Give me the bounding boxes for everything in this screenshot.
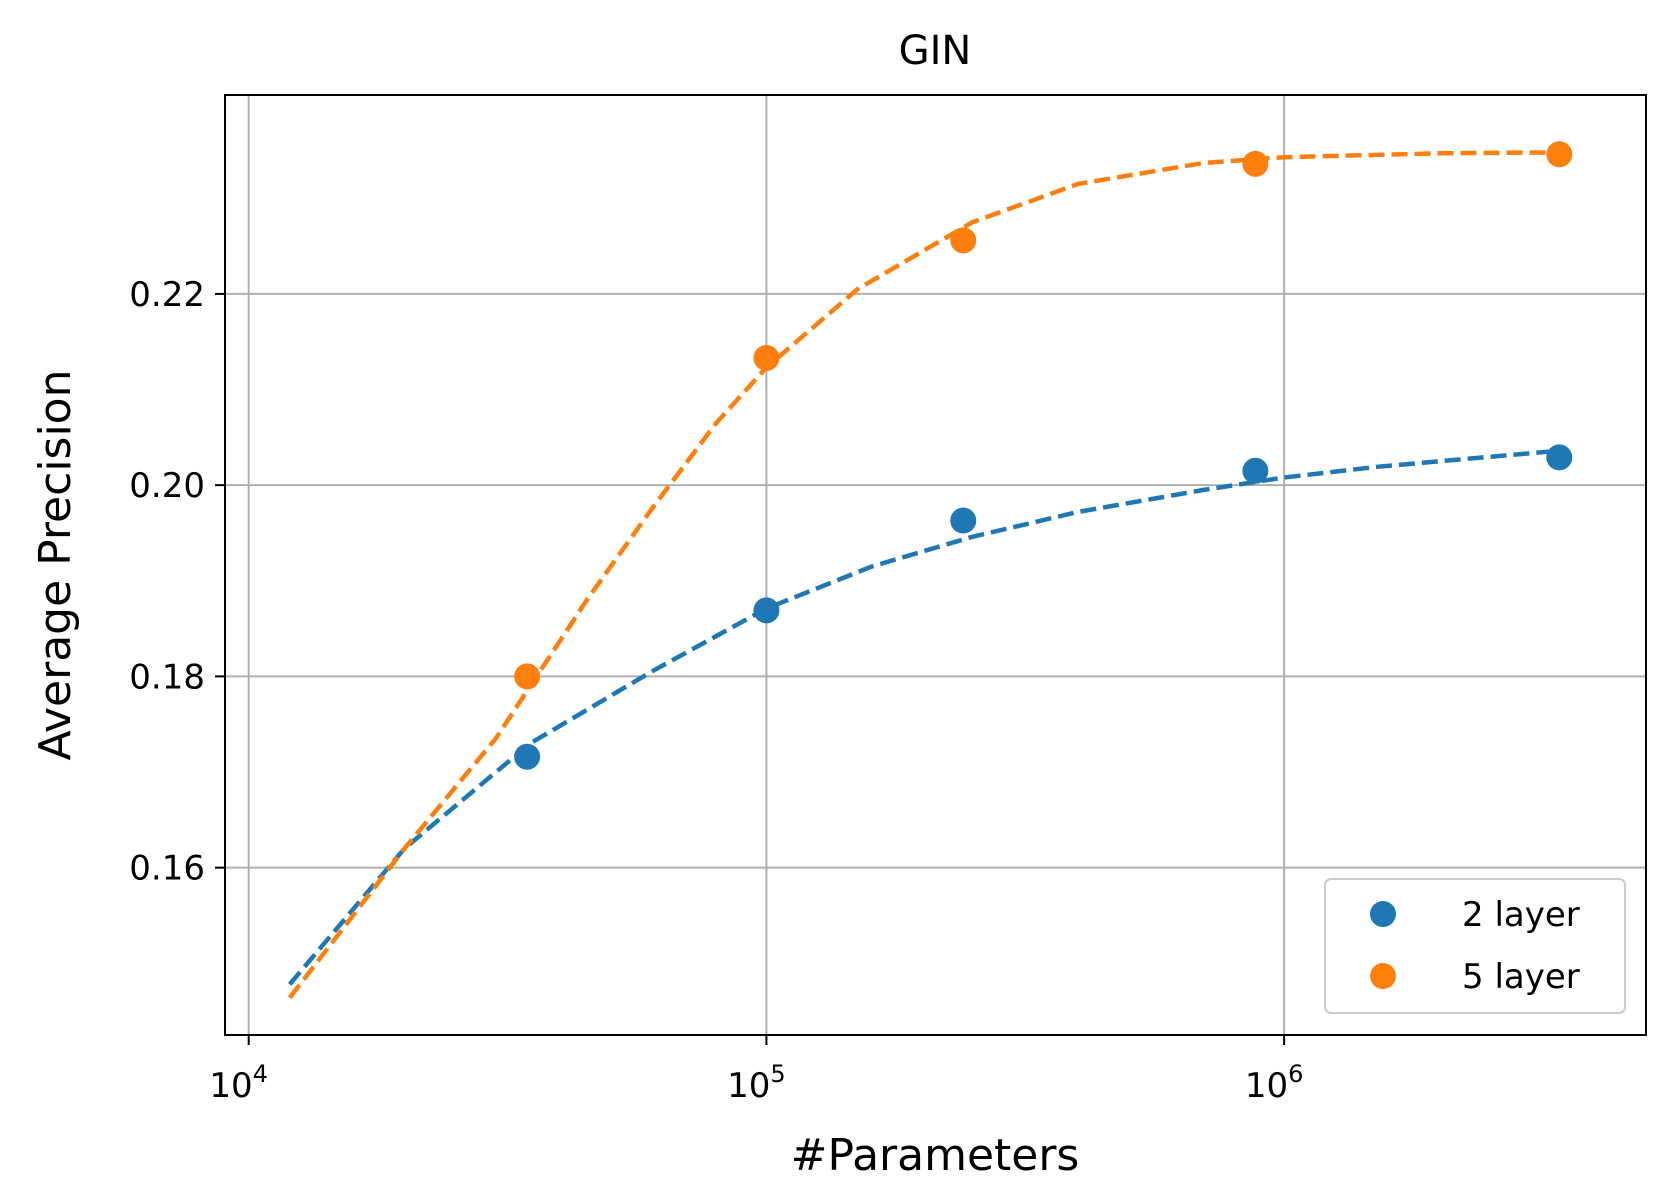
x-tick-exponent: 5 — [770, 1060, 785, 1088]
x-tick-exponent: 4 — [253, 1060, 268, 1088]
fit-curve-5-layer — [287, 150, 1560, 1000]
legend-box — [1324, 878, 1626, 1014]
y-tick-label: 0.18 — [129, 657, 205, 697]
data-point-2-layer — [1546, 444, 1573, 471]
x-axis-label: #Parameters — [791, 1130, 1080, 1181]
x-tick-base: 10 — [727, 1066, 770, 1106]
y-tick-label: 0.16 — [129, 849, 205, 889]
fit-curves — [287, 150, 1560, 1000]
chart-title: GIN — [899, 28, 972, 74]
data-point-5-layer — [950, 227, 977, 254]
x-axis-ticks: 104 105 106 — [209, 1035, 1303, 1106]
x-tick-base: 10 — [209, 1066, 252, 1106]
y-axis-label: Average Precision — [30, 370, 81, 761]
data-point-2-layer — [514, 743, 541, 770]
data-point-5-layer — [1546, 141, 1573, 168]
legend-marker-2-layer — [1370, 901, 1396, 927]
data-point-5-layer — [1242, 150, 1269, 177]
y-tick-label: 0.20 — [129, 466, 205, 506]
fit-curve-2-layer — [287, 448, 1560, 986]
data-point-2-layer — [950, 507, 977, 534]
x-tick-base: 10 — [1245, 1066, 1288, 1106]
grid-lines — [225, 95, 1646, 1035]
legend-label-2-layer: 2 layer — [1462, 895, 1580, 935]
x-tick-label: 106 — [1245, 1060, 1304, 1106]
legend-marker-5-layer — [1370, 963, 1396, 989]
y-tick-label: 0.22 — [129, 275, 205, 315]
legend: 2 layer 5 layer — [1324, 878, 1626, 1014]
data-point-2-layer — [753, 597, 780, 624]
data-point-2-layer — [1242, 457, 1269, 484]
data-point-5-layer — [753, 344, 780, 371]
plot-frame — [224, 94, 1647, 1036]
y-axis-ticks: 0.16 0.18 0.20 0.22 — [129, 275, 225, 889]
x-tick-exponent: 6 — [1288, 1060, 1303, 1088]
x-tick-label: 105 — [727, 1060, 786, 1106]
x-tick-label: 104 — [209, 1060, 268, 1106]
legend-label-5-layer: 5 layer — [1462, 957, 1580, 997]
data-points — [514, 141, 1573, 770]
data-point-5-layer — [514, 663, 541, 690]
